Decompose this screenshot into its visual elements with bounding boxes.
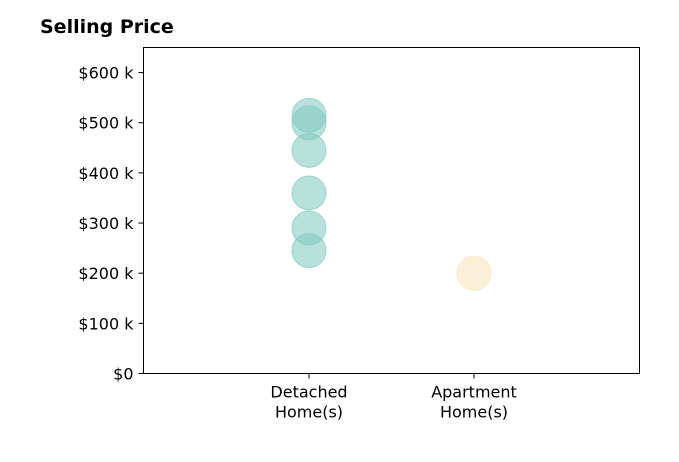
data-point: [456, 255, 492, 291]
y-tick-label: $300 k: [78, 214, 134, 233]
y-tick-label: $600 k: [78, 64, 134, 83]
y-tick-label: $200 k: [78, 264, 134, 283]
x-tick-label: Apartment Home(s): [431, 383, 517, 422]
y-tick-label: $0: [113, 365, 133, 384]
plot-frame: [143, 47, 640, 374]
y-tick-label: $100 k: [78, 314, 134, 333]
data-point: [291, 132, 327, 168]
data-point: [291, 175, 327, 211]
chart-title: Selling Price: [40, 16, 174, 38]
y-tick-label: $500 k: [78, 114, 134, 133]
x-tick-label: Detached Home(s): [270, 383, 347, 422]
y-tick-label: $400 k: [78, 164, 134, 183]
data-point: [291, 233, 327, 269]
